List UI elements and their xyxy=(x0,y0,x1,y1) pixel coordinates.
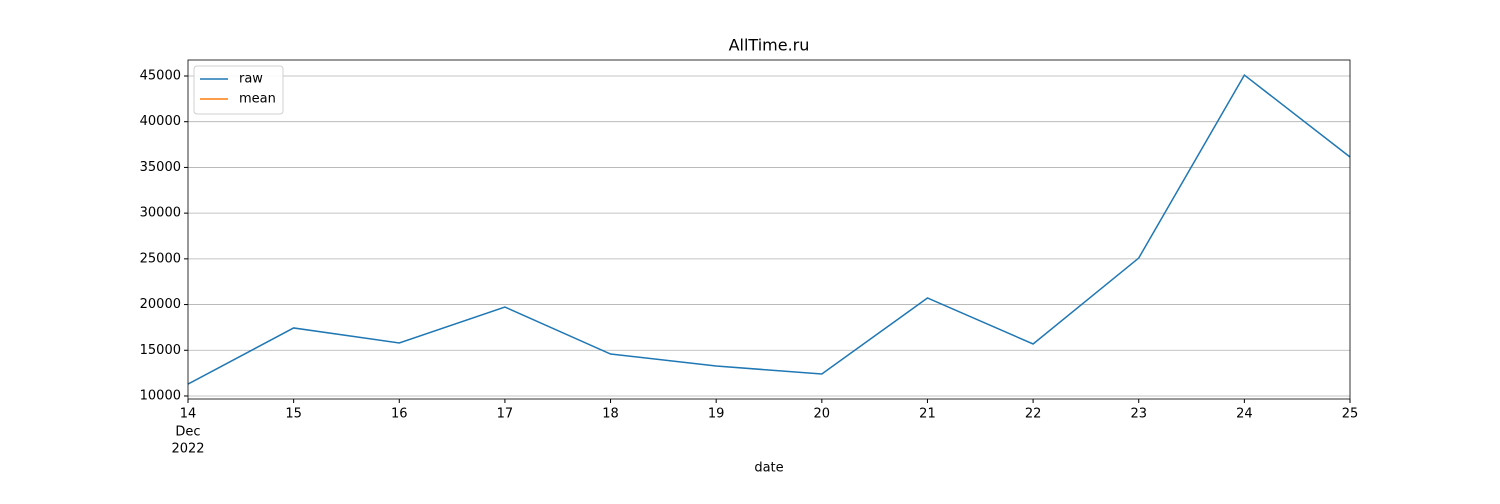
y-tick-label: 10000 xyxy=(140,388,181,403)
x-axis-label: date xyxy=(754,461,783,476)
line-series xyxy=(187,73,1351,385)
y-tick-label: 30000 xyxy=(140,206,181,221)
chart-title: AllTime.ru xyxy=(729,36,810,55)
y-tick-label: 20000 xyxy=(140,297,181,312)
x-tick-label: 24 xyxy=(1236,407,1253,422)
legend-label: raw xyxy=(239,72,263,87)
x-tick-label: 20 xyxy=(814,407,831,422)
plot-frame xyxy=(187,59,1351,400)
x-tick-year: 2022 xyxy=(171,442,204,457)
legend-box xyxy=(193,65,284,115)
x-tick-label: 14 xyxy=(180,407,197,422)
y-tick-label: 15000 xyxy=(140,343,181,358)
legend-label: mean xyxy=(239,92,276,107)
y-tick-label: 25000 xyxy=(140,251,181,266)
x-tick-label: 19 xyxy=(708,407,725,422)
y-tick-label: 45000 xyxy=(140,68,181,83)
x-tick-month: Dec xyxy=(175,425,200,440)
y-tick-label: 35000 xyxy=(140,160,181,175)
y-tick-label: 40000 xyxy=(140,114,181,129)
x-tick-label: 18 xyxy=(602,407,619,422)
x-tick-label: 15 xyxy=(285,407,302,422)
x-tick-label: 23 xyxy=(1130,407,1147,422)
x-tick-label: 17 xyxy=(497,407,514,422)
x-tick-label: 25 xyxy=(1342,407,1359,422)
x-tick-label: 22 xyxy=(1025,407,1042,422)
x-tick-label: 16 xyxy=(391,407,408,422)
x-tick-label: 21 xyxy=(919,407,936,422)
